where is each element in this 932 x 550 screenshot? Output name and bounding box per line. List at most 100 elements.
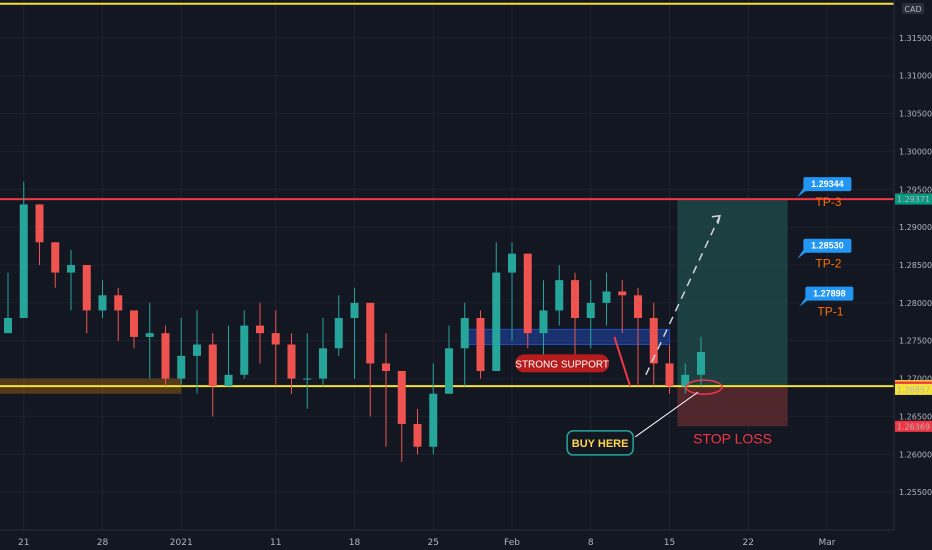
- tp-label: TP-3: [815, 195, 841, 209]
- price-axis: CAD 1.315001.310001.305001.300001.295001…: [893, 0, 932, 530]
- x-tick-label: 8: [588, 538, 594, 548]
- candle-body: [665, 363, 674, 387]
- buy-here-badge: [566, 430, 634, 456]
- candle-body: [697, 352, 705, 375]
- candle-body: [571, 280, 579, 318]
- x-tick-label: 2021: [170, 538, 193, 548]
- candle-body: [602, 291, 611, 303]
- x-tick-label: 15: [664, 538, 675, 548]
- y-tick-label: 1.27500: [899, 337, 932, 346]
- buy-here-label: BUY HERE: [572, 438, 629, 450]
- candle-body: [256, 325, 264, 334]
- entry-circle: [685, 379, 723, 395]
- y-tick-label: 1.31500: [899, 34, 932, 43]
- y-tick-label: 1.31000: [899, 72, 932, 81]
- x-tick-label: 25: [428, 538, 439, 548]
- y-tick-label: 1.30000: [899, 147, 932, 156]
- time-axis-bg: [0, 530, 932, 550]
- candle-body: [240, 325, 249, 375]
- price-tag-label: 1.26369: [897, 422, 930, 431]
- candle-body: [19, 204, 28, 318]
- candle-body: [508, 253, 516, 273]
- candle-body: [382, 363, 390, 371]
- y-tick-label: 1.30500: [899, 110, 932, 119]
- tp-price-badge: [805, 286, 854, 301]
- time-axis: 21 28 2021 11 18 25 Feb 8 15 22 Mar: [0, 529, 932, 550]
- y-tick-label: 1.29500: [899, 185, 932, 194]
- price-tags: 1.293731.293711.269071.268891.268571.263…: [895, 193, 932, 432]
- stop-loss-label: STOP LOSS: [693, 431, 772, 447]
- projection-arrow: [645, 215, 721, 376]
- x-tick-label: 28: [97, 538, 109, 548]
- candle-body: [303, 378, 312, 380]
- buy-here-pointer: [634, 391, 699, 438]
- candle-body: [539, 310, 548, 334]
- candle-body: [114, 295, 123, 311]
- y-tick-label: 1.28000: [899, 299, 932, 308]
- candle-body: [634, 295, 642, 318]
- candle-body: [681, 374, 690, 387]
- candle-body: [586, 302, 595, 318]
- y-tick-label: 1.25500: [899, 488, 932, 497]
- y-tick-label: 1.29000: [899, 223, 932, 232]
- candle-body: [130, 310, 138, 337]
- candle-body: [366, 302, 375, 364]
- projection-arrowhead: [711, 214, 721, 224]
- candle-body: [82, 265, 91, 311]
- candle-body: [618, 291, 627, 296]
- price-tag-label: 1.29371: [897, 195, 930, 204]
- candle-body: [492, 272, 501, 371]
- y-tick-label: 1.26500: [899, 412, 932, 421]
- tp-price-label: 1.29344: [811, 179, 844, 189]
- strong-support-label: STRONG SUPPORT: [515, 359, 609, 370]
- price-tag-bg: [895, 420, 932, 432]
- currency-badge[interactable]: [902, 3, 924, 14]
- candle-body: [649, 318, 658, 364]
- candle-body: [67, 265, 75, 273]
- candle-body: [224, 374, 233, 387]
- tp-price-label: 1.28530: [811, 241, 844, 251]
- candle-body: [319, 348, 327, 379]
- candle-body: [476, 318, 485, 371]
- loss-zone: [677, 386, 788, 427]
- price-tag-bg: [895, 383, 932, 395]
- trade-zones: [0, 199, 788, 427]
- tp-price-label: 1.27898: [813, 289, 846, 299]
- candle-body: [51, 242, 60, 273]
- x-tick-label: 11: [270, 538, 281, 548]
- x-tick-label: Feb: [504, 538, 520, 548]
- x-tick-label: 22: [743, 538, 754, 548]
- candle-body: [523, 253, 532, 334]
- y-tick-label: 1.26000: [899, 450, 932, 459]
- candle-body: [287, 344, 296, 379]
- candle-body: [445, 348, 453, 394]
- candle-body: [350, 302, 359, 318]
- tp-label: TP-2: [815, 257, 841, 271]
- tp-label: TP-1: [817, 305, 843, 319]
- candle-body: [177, 355, 186, 379]
- candle-body: [413, 424, 422, 447]
- price-tag-label: 1.26857: [897, 385, 930, 394]
- candle-body: [98, 295, 107, 311]
- price-tag-bg: [895, 193, 932, 205]
- candle-body: [193, 344, 201, 356]
- x-tick-label: 21: [18, 538, 29, 548]
- candle-body: [161, 333, 170, 379]
- candle-body: [208, 344, 217, 387]
- tp-price-badge: [803, 177, 852, 192]
- candle-body: [334, 318, 343, 349]
- x-tick-label: Mar: [819, 538, 836, 548]
- candle-body: [460, 318, 469, 349]
- candle-body: [271, 333, 280, 345]
- profit-zone: [677, 199, 788, 387]
- candle-body: [429, 393, 438, 447]
- tp-price-badge: [803, 238, 852, 253]
- x-tick-label: 18: [349, 538, 361, 548]
- candles: [4, 181, 705, 462]
- candle-body: [35, 204, 44, 243]
- candle-body: [555, 280, 564, 311]
- y-tick-label: 1.28500: [899, 261, 932, 270]
- candle-body: [145, 333, 154, 337]
- annotations: STRONG SUPPORT BUY HERE STOP LOSS 1.29344 TP…: [515, 177, 854, 456]
